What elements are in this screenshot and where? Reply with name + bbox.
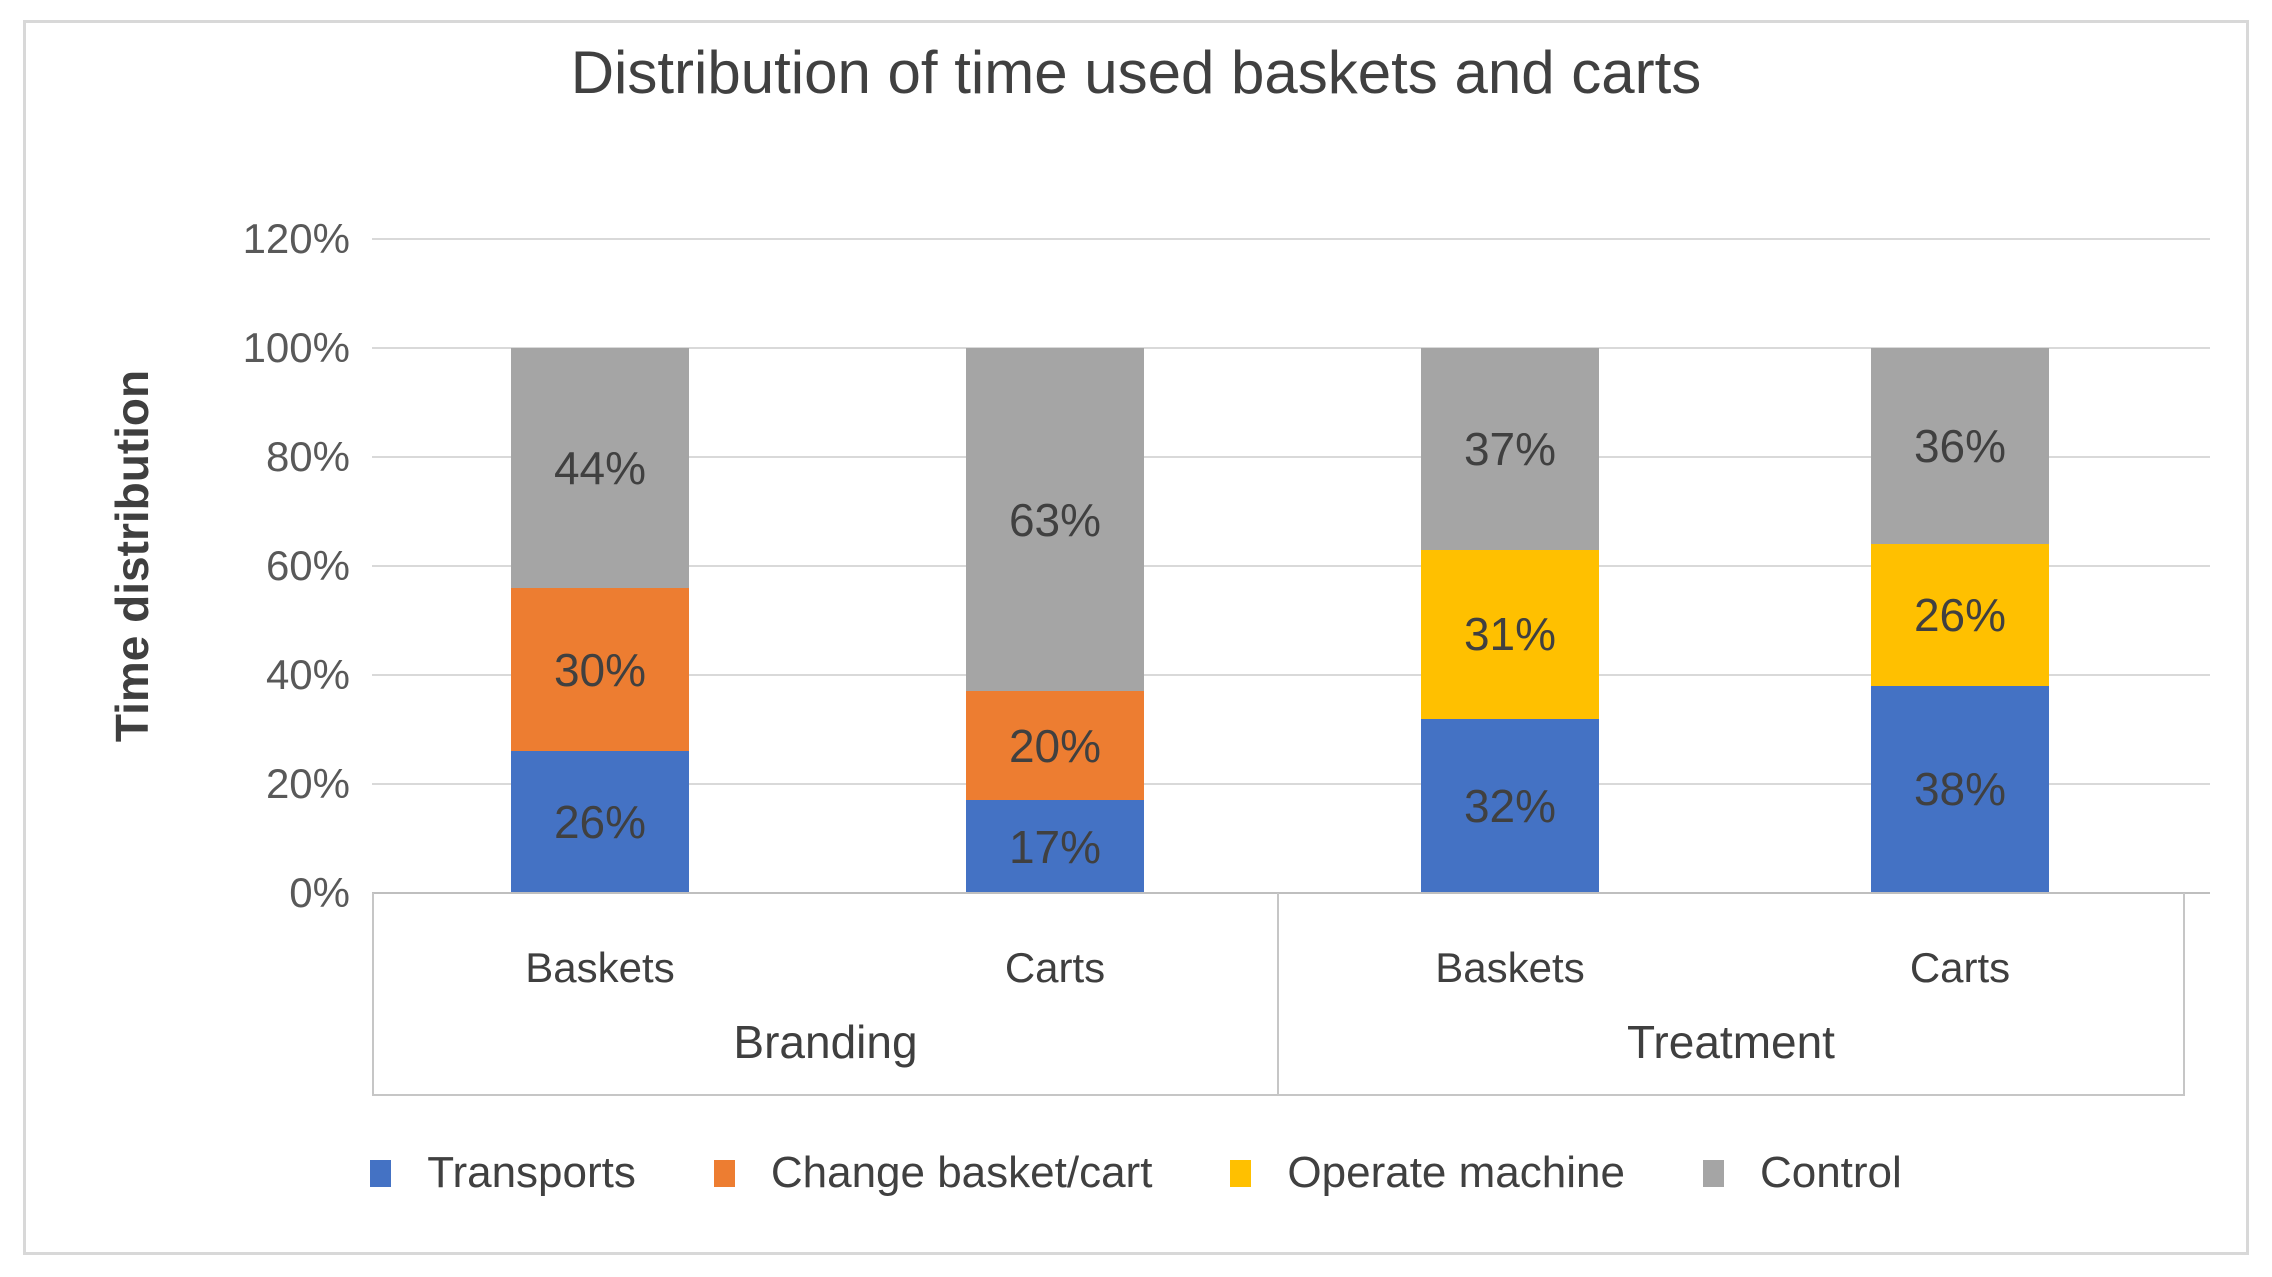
y-tick-label: 120% [242, 215, 350, 262]
group-label: Branding [733, 1016, 918, 1068]
category-label: Baskets [525, 944, 675, 991]
bar-segment [966, 800, 1144, 893]
y-tick-label: 80% [265, 433, 350, 480]
bar-segment [1421, 348, 1599, 550]
bar-segment [1871, 685, 2049, 893]
legend-swatch-icon [1230, 1159, 1252, 1187]
bar-segment [966, 691, 1144, 801]
bar-segment-label: 17% [1008, 820, 1102, 873]
legend-swatch-icon [713, 1159, 735, 1187]
category-box-left [372, 893, 374, 1095]
y-tick-label: 100% [242, 324, 350, 371]
bar-segment [511, 751, 689, 893]
bar-segment-label: 36% [1913, 420, 2007, 473]
gridline [372, 783, 2210, 785]
legend-item: Change basket/cart [713, 1148, 1153, 1198]
y-tick-label: 60% [265, 542, 350, 589]
gridline [372, 347, 2210, 349]
y-tick-label: 0% [289, 869, 350, 916]
category-label: Carts [1004, 944, 1106, 991]
bar-segment-label: 44% [553, 441, 647, 494]
bar-segment [1421, 718, 1599, 893]
bar-segment-label: 26% [1913, 589, 2007, 642]
legend-label: Change basket/cart [770, 1148, 1153, 1197]
category-box-right [2183, 893, 2185, 1095]
category-label: Carts [1909, 944, 2011, 991]
y-tick-label: 20% [265, 760, 350, 807]
bar-segment [1871, 544, 2049, 686]
y-tick-label: 40% [265, 651, 350, 698]
category-box-bottom [372, 1094, 2185, 1096]
bar-segment [1871, 348, 2049, 545]
legend-label: Control [1759, 1148, 1902, 1197]
legend-swatch-icon [1702, 1159, 1724, 1187]
bar-segment [511, 587, 689, 752]
bar-segment-label: 26% [553, 796, 647, 849]
bar-segment-label: 37% [1463, 422, 1557, 475]
legend-label: Operate machine [1287, 1148, 1625, 1197]
gridline [372, 238, 2210, 240]
bar-segment-label: 31% [1463, 608, 1557, 661]
gridline [372, 456, 2210, 458]
legend: Transports Change basket/cart Operate mach… [0, 1148, 2272, 1198]
bar-segment [966, 348, 1144, 692]
gridline [372, 674, 2210, 676]
bar-segment-label: 20% [1008, 719, 1102, 772]
x-axis-line [372, 892, 2210, 894]
legend-item: Operate machine [1230, 1148, 1625, 1198]
bar-segment [511, 348, 689, 588]
category-box-separator [1277, 893, 1279, 1095]
legend-item: Control [1702, 1148, 1902, 1198]
bar-segment-label: 32% [1463, 779, 1557, 832]
bar-segment-label: 30% [553, 643, 647, 696]
legend-swatch-icon [370, 1159, 392, 1187]
legend-label: Transports [427, 1148, 636, 1197]
bar-segment [1421, 549, 1599, 719]
legend-item: Transports [370, 1148, 636, 1198]
category-label: Baskets [1435, 944, 1585, 991]
gridline [372, 565, 2210, 567]
bar-segment-label: 63% [1008, 493, 1102, 546]
bar-segment-label: 38% [1913, 763, 2007, 816]
group-label: Treatment [1627, 1016, 1835, 1068]
y-axis-title: Time distribution [106, 369, 158, 743]
chart-title: Distribution of time used baskets and ca… [570, 39, 1702, 106]
